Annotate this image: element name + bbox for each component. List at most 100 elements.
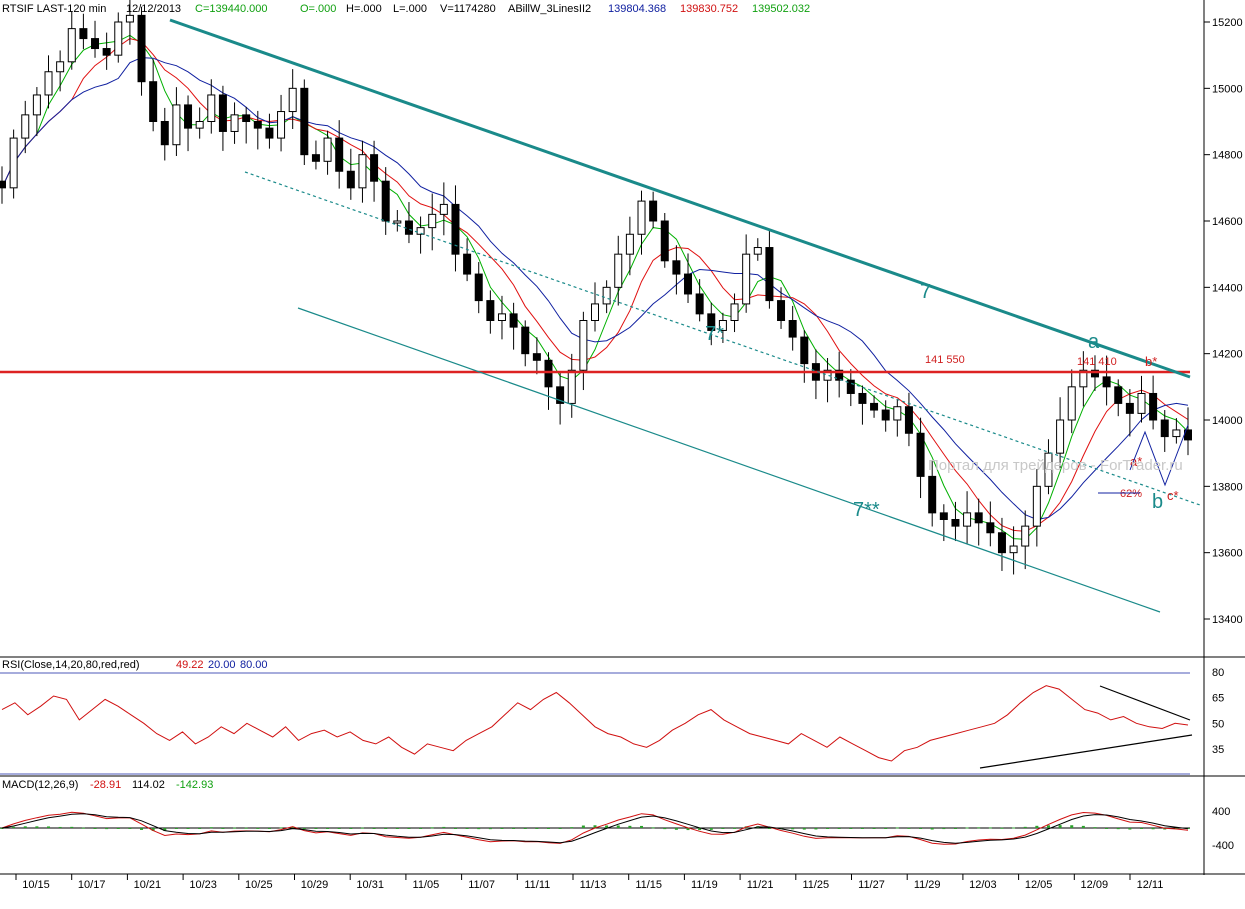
- candle-body: [1160, 419, 1169, 438]
- candle-body: [591, 303, 599, 321]
- candle-body: [44, 71, 53, 96]
- candle-body: [951, 519, 960, 527]
- macd-hist-bar: [267, 828, 271, 829]
- macd-hist-bar: [116, 828, 120, 829]
- macd-hist-bar: [709, 828, 713, 830]
- candle-body: [404, 220, 413, 235]
- macd-hist-bar: [733, 827, 737, 829]
- macd-hist-bar: [977, 827, 981, 829]
- candle-body: [893, 406, 902, 421]
- macd-hist-bar: [465, 828, 469, 829]
- label-7-double-star: 7**: [853, 499, 880, 521]
- candle-body: [114, 21, 123, 56]
- date-tick-label: 10/15: [22, 879, 50, 891]
- price-tick-label: 14800: [1212, 150, 1243, 162]
- macd-value-1: -28.91: [90, 779, 121, 791]
- candle-body: [974, 512, 983, 524]
- macd-hist-bar: [279, 827, 283, 829]
- candle-body: [125, 14, 134, 23]
- date-tick-label: 11/07: [468, 879, 495, 891]
- date-tick-label: 11/19: [691, 879, 718, 891]
- candle-body: [556, 386, 565, 404]
- macd-hist-bar: [1139, 828, 1143, 829]
- macd-hist-bar: [919, 828, 923, 829]
- macd-hist-bar: [186, 828, 190, 829]
- macd-hist-bar: [1035, 825, 1039, 828]
- macd-hist-bar: [1000, 827, 1004, 829]
- macd-hist-bar: [1128, 828, 1132, 830]
- level-label-141410: 141 410: [1077, 356, 1117, 368]
- rsi-tick-label: 65: [1212, 693, 1224, 705]
- macd-hist-bar: [360, 827, 364, 829]
- date-tick-label: 11/29: [914, 879, 941, 891]
- macd-hist-bar: [198, 828, 202, 829]
- candlesticks: [0, 0, 1192, 575]
- candle-body: [823, 369, 832, 381]
- candle-body: [1032, 485, 1041, 527]
- macd-hist-bar: [616, 825, 620, 828]
- candle-body: [695, 293, 704, 315]
- date-tick-label: 12/11: [1137, 879, 1164, 891]
- label-c-star: c*: [1167, 488, 1179, 503]
- macd-hist-bar: [570, 827, 574, 829]
- header-low: L=.000: [393, 3, 427, 15]
- macd-hist-bar: [988, 827, 992, 829]
- level-label-141550: 141 550: [925, 354, 965, 366]
- candle-body: [439, 203, 448, 215]
- rsi-series: [1, 685, 1189, 762]
- macd-signal-line: [1, 813, 1189, 844]
- date-tick-label: 10/17: [78, 879, 106, 891]
- macd-hist-bar: [1093, 827, 1097, 829]
- candle-body: [335, 137, 344, 172]
- candle-body: [370, 154, 379, 182]
- macd-hist-bar: [81, 827, 85, 829]
- candle-body: [730, 303, 739, 321]
- rsi-tick-label: 50: [1212, 718, 1224, 730]
- candle-body: [79, 28, 88, 40]
- macd-hist-bar: [651, 827, 655, 829]
- candle-body: [323, 137, 332, 162]
- macd-hist-bar: [930, 828, 934, 830]
- price-tick-label: 13600: [1212, 548, 1243, 560]
- date-tick-label: 12/05: [1025, 879, 1053, 891]
- label-a-star: a*: [1130, 454, 1142, 469]
- macd-hist-bar: [1105, 828, 1109, 829]
- candle-body: [358, 154, 367, 189]
- header-high: H=.000: [346, 3, 382, 15]
- macd-hist-bar: [163, 828, 167, 831]
- candle-body: [67, 28, 76, 63]
- rsi-line: [1, 685, 1189, 762]
- candle-body: [1056, 419, 1065, 454]
- header-close: C=139440.000: [195, 3, 267, 15]
- trendline-7-star: [244, 171, 1201, 506]
- candle-body: [1009, 545, 1018, 554]
- candle-body: [625, 233, 634, 255]
- date-tick-label: 11/13: [580, 879, 607, 891]
- candle-body: [637, 200, 646, 235]
- candle-body: [172, 104, 181, 146]
- candle-body: [614, 253, 623, 288]
- candle-body: [160, 121, 169, 146]
- candle-body: [0, 180, 6, 189]
- macd-hist-bar: [70, 826, 74, 828]
- macd-hist-bar: [640, 825, 644, 828]
- macd-hist-bar: [674, 828, 678, 830]
- macd-hist-bar: [407, 828, 411, 829]
- label-62-percent: 62%: [1120, 488, 1142, 500]
- candle-body: [1172, 429, 1181, 438]
- abc-correction-path: [1129, 424, 1189, 487]
- price-tick-label: 13400: [1212, 614, 1243, 626]
- price-axis: 15200 15000 14800 14600 14400 14200 14000 13800…: [1204, 17, 1243, 626]
- candle-body: [742, 253, 751, 305]
- macd-hist-bar: [453, 828, 457, 829]
- candle-body: [602, 286, 611, 305]
- watermark: Портал для трейдеров - ForTrader.ru: [928, 457, 1183, 474]
- macd-hist-bar: [35, 826, 39, 828]
- candle-body: [904, 406, 913, 434]
- candle-body: [870, 402, 879, 411]
- macd-hist-bar: [512, 828, 516, 829]
- header-indicator-name: ABillW_3LinesII2: [508, 3, 591, 15]
- macd-hist-bar: [372, 828, 376, 829]
- candle-body: [1021, 525, 1030, 547]
